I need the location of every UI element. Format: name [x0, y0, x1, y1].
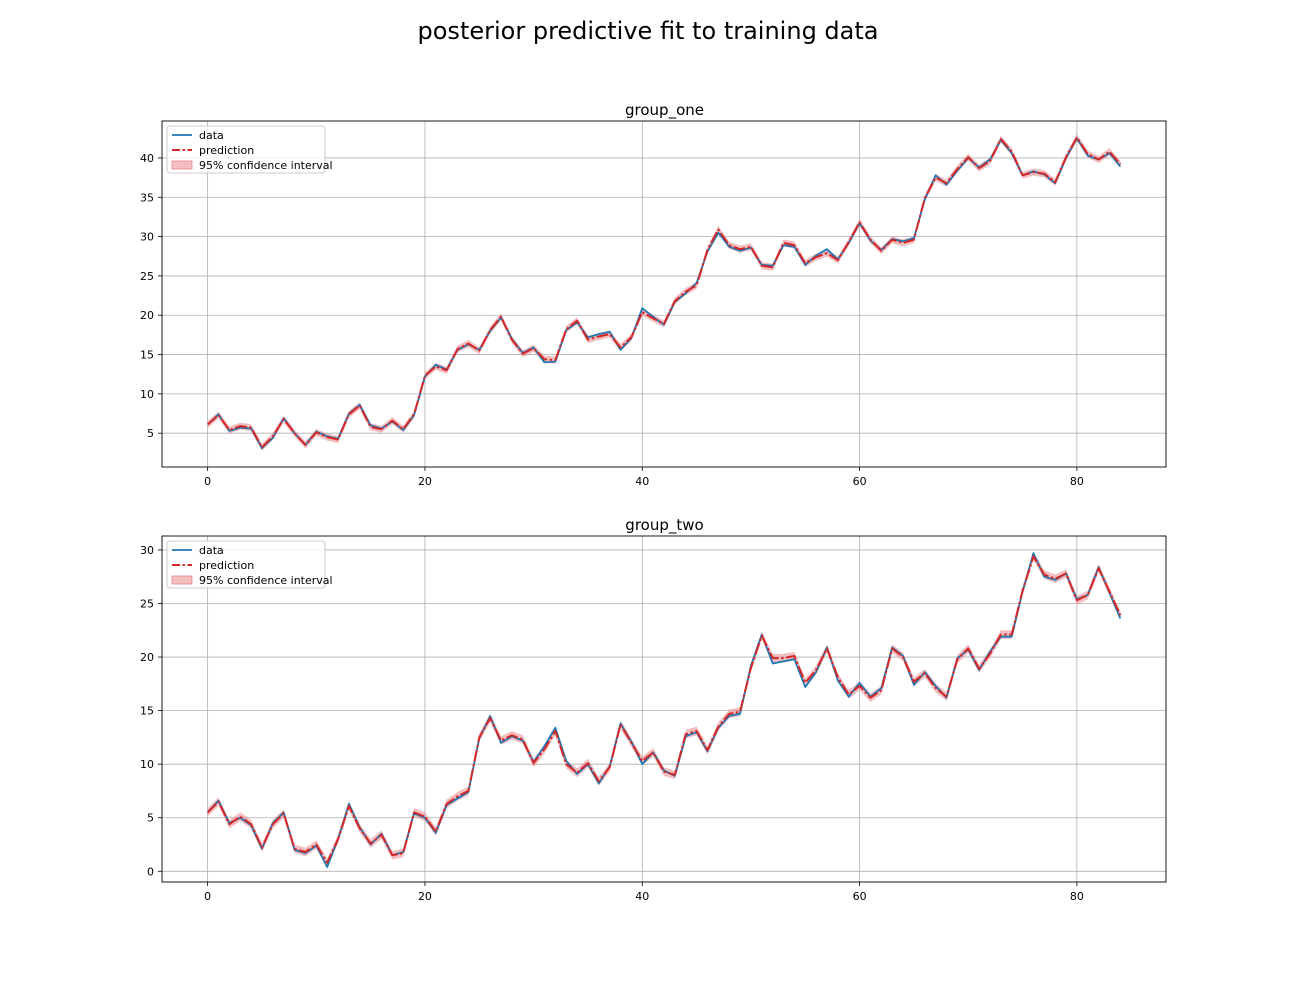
- data-line: [207, 137, 1122, 450]
- legend: data prediction 95% confidence interval: [166, 540, 333, 589]
- gridlines: [162, 121, 1166, 467]
- legend-label: 95% confidence interval: [199, 574, 333, 587]
- x-tick-label: 40: [635, 475, 649, 488]
- legend: data prediction 95% confidence interval: [166, 125, 333, 174]
- legend-ci-swatch: [171, 160, 193, 170]
- y-tick-label: 40: [140, 152, 154, 165]
- legend-box: [166, 125, 326, 174]
- y-tick-label: 25: [140, 270, 154, 283]
- x-tick-label: 40: [635, 890, 649, 903]
- x-tick-label: 60: [853, 890, 867, 903]
- y-tick-label: 30: [140, 231, 154, 244]
- x-tick-label: 20: [418, 475, 432, 488]
- x-tick-label: 20: [418, 890, 432, 903]
- confidence-band: [207, 133, 1121, 451]
- y-tick-label: 35: [140, 191, 154, 204]
- y-tick-label: 5: [147, 427, 154, 440]
- legend-label: prediction: [199, 144, 254, 157]
- legend-label: data: [199, 544, 224, 557]
- y-tick-label: 10: [140, 758, 154, 771]
- plot-area: [206, 552, 1122, 868]
- gridlines: [162, 536, 1166, 882]
- y-tick-label: 20: [140, 651, 154, 664]
- prediction-line: [206, 555, 1122, 864]
- legend-ci-swatch: [171, 575, 193, 585]
- y-tick-label: 10: [140, 388, 154, 401]
- x-tick-label: 60: [853, 475, 867, 488]
- y-tick-label: 0: [147, 865, 154, 878]
- x-tick-label: 0: [204, 475, 211, 488]
- x-tick-label: 80: [1070, 475, 1084, 488]
- plot-area: [206, 133, 1122, 451]
- subplot-group-one: group_one 0 20 40 60 80 5 10 15 20 25 30 35 40 data pr…: [140, 101, 1167, 488]
- y-tick-label: 30: [140, 544, 154, 557]
- legend-label: data: [199, 129, 224, 142]
- prediction-line: [206, 136, 1122, 449]
- subplot-title: group_two: [625, 516, 703, 535]
- y-tick-label: 15: [140, 705, 154, 718]
- axes-frame: [161, 120, 1167, 468]
- subplot-title: group_one: [625, 101, 704, 120]
- x-tick-label: 80: [1070, 890, 1084, 903]
- legend-box: [166, 540, 326, 589]
- axes-frame: [161, 535, 1167, 883]
- y-tick-label: 15: [140, 349, 154, 362]
- x-tick-label: 0: [204, 890, 211, 903]
- legend-label: prediction: [199, 559, 254, 572]
- subplot-group-two: group_two 0 20 40 60 80 0 5 10 15 20 25 30 data predi…: [140, 516, 1167, 903]
- y-tick-label: 5: [147, 812, 154, 825]
- y-tick-label: 25: [140, 597, 154, 610]
- y-tick-label: 20: [140, 309, 154, 322]
- figure-suptitle: posterior predictive fit to training dat…: [418, 17, 879, 45]
- legend-label: 95% confidence interval: [199, 159, 333, 172]
